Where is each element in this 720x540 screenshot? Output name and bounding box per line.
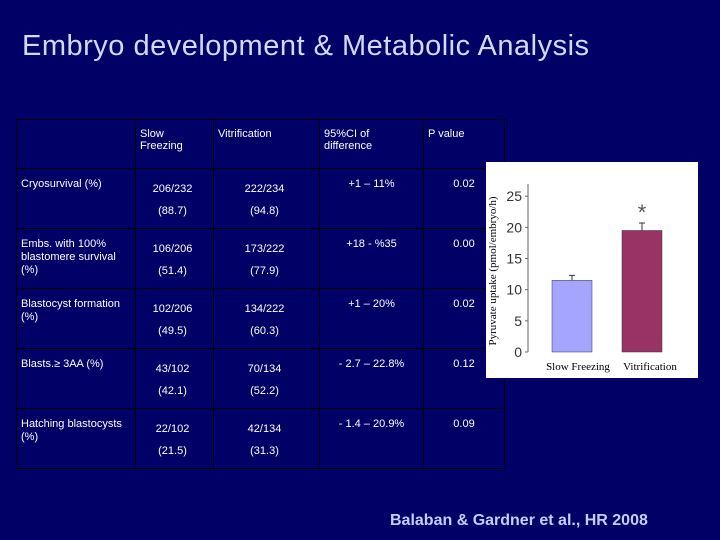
slow-freezing-cell: 206/232 (88.7)	[135, 168, 214, 229]
citation: Balaban & Gardner et al., HR 2008	[390, 512, 648, 529]
bar-vitrification	[621, 230, 663, 353]
table-row: Blasts.≥ 3AA (%) 43/102 (42.1) 70/134 (52.…	[16, 348, 505, 409]
table-row: Blastocyst formation (%) 102/206 (49.5) 1…	[16, 288, 505, 349]
ci-cell: +1 – 20%	[319, 288, 424, 349]
table-row: Embs. with 100% blastomere survival (%) …	[16, 228, 505, 289]
y-tick-label: 15	[506, 251, 522, 267]
y-tick-label: 20	[506, 219, 522, 235]
ci-cell: - 2.7 – 22.8%	[319, 348, 424, 409]
table-header-row: Slow Freezing Vitrification 95%CI of dif…	[16, 119, 505, 169]
header-vitrification: Vitrification	[213, 119, 320, 169]
y-axis-label: Pyruvate uptake (pmol/embryo/h)	[487, 196, 499, 345]
chart-svg: Pyruvate uptake (pmol/embryo/h) 0 5 10 15 20 2…	[487, 184, 677, 373]
p-value-cell: 0.09	[423, 408, 505, 469]
header-cell	[16, 119, 136, 169]
row-label: Embs. with 100% blastomere survival (%)	[16, 228, 136, 289]
ci-cell: - 1.4 – 20.9%	[319, 408, 424, 469]
slow-freezing-cell: 22/102 (21.5)	[135, 408, 214, 469]
vitrification-cell: 70/134 (52.2)	[213, 348, 320, 409]
vitrification-cell: 134/222 (60.3)	[213, 288, 320, 349]
pyruvate-chart: Pyruvate uptake (pmol/embryo/h) 0 5 10 15 20 2…	[486, 162, 698, 378]
ci-cell: +18 - %35	[319, 228, 424, 289]
y-tick-label: 10	[506, 282, 522, 298]
slide-title: Embryo development & Metabolic Analysis	[22, 30, 590, 62]
y-tick-label: 5	[514, 313, 522, 329]
significance-marker: *	[638, 200, 647, 225]
row-label: Cryosurvival (%)	[16, 168, 136, 229]
table-row: Hatching blastocysts (%) 22/102 (21.5) 42…	[16, 408, 505, 469]
slow-freezing-cell: 106/206 (51.4)	[135, 228, 214, 289]
row-label: Blasts.≥ 3AA (%)	[16, 348, 136, 409]
vitrification-cell: 173/222 (77.9)	[213, 228, 320, 289]
results-table: Slow Freezing Vitrification 95%CI of dif…	[16, 119, 505, 469]
header-ci: 95%CI of difference	[319, 119, 424, 169]
ci-cell: +1 – 11%	[319, 168, 424, 229]
vitrification-cell: 42/134 (31.3)	[213, 408, 320, 469]
vitrification-cell: 222/234 (94.8)	[213, 168, 320, 229]
row-label: Blastocyst formation (%)	[16, 288, 136, 349]
slow-freezing-cell: 43/102 (42.1)	[135, 348, 214, 409]
bar-slow-freezing	[551, 280, 593, 353]
y-tick-label: 25	[506, 188, 522, 204]
x-tick-label: Vitrification	[623, 361, 677, 373]
y-tick-label: 0	[514, 344, 522, 360]
header-p-value: P value	[423, 119, 505, 169]
header-slow-freezing: Slow Freezing	[135, 119, 214, 169]
table-row: Cryosurvival (%) 206/232 (88.7) 222/234 (9…	[16, 168, 505, 229]
slow-freezing-cell: 102/206 (49.5)	[135, 288, 214, 349]
x-tick-label: Slow Freezing	[546, 361, 610, 373]
row-label: Hatching blastocysts (%)	[16, 408, 136, 469]
